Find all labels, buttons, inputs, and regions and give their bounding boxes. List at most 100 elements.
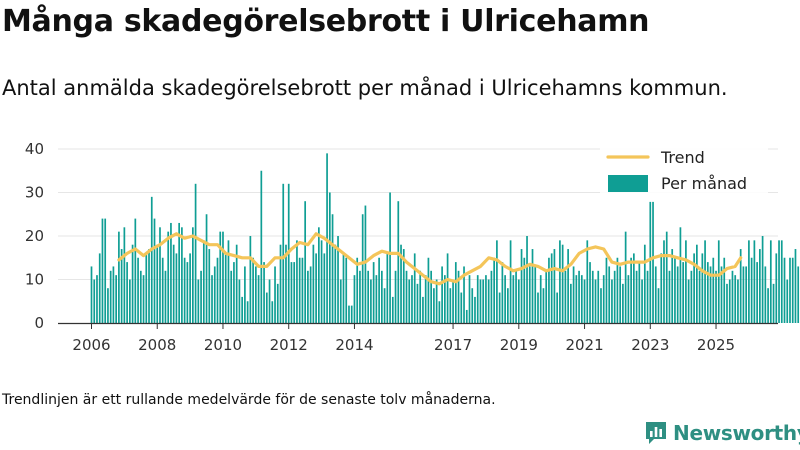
bar-month [96, 275, 98, 323]
bar-month [454, 262, 457, 323]
bar-month [761, 236, 764, 323]
bar-month [649, 201, 652, 323]
bar-month [244, 266, 246, 323]
bar-month [381, 270, 383, 323]
bar-month [567, 249, 569, 323]
bar-month [389, 192, 391, 323]
chart-title: Många skadegörelsebrott i Ulricehamn [2, 4, 650, 39]
bar-month [556, 292, 559, 323]
bar-month [764, 266, 767, 323]
bar-month [786, 279, 789, 323]
bar-month [334, 244, 337, 323]
bar-month [622, 283, 624, 323]
bar-month [646, 270, 649, 323]
x-tick-label: 2017 [434, 336, 472, 354]
bar-month [449, 288, 452, 323]
bar-month [756, 262, 758, 323]
bar-month [427, 257, 430, 323]
bar-month [537, 292, 539, 323]
bar-month [370, 279, 372, 323]
bar-month [665, 231, 668, 323]
bar-month [268, 279, 271, 323]
bar-month [241, 296, 244, 323]
bar-month [487, 279, 490, 323]
bar-month [794, 249, 797, 323]
bar-month [227, 240, 230, 323]
bar-month [328, 192, 331, 323]
bar-month [687, 279, 690, 323]
bar-month [159, 227, 161, 323]
bar-month [474, 296, 476, 323]
bar-month [772, 283, 775, 323]
bar-month [315, 253, 317, 323]
bar-month [589, 262, 591, 323]
bar-month [150, 196, 153, 323]
bar-month [391, 296, 394, 323]
bar-month [101, 218, 104, 323]
bar-month [748, 240, 750, 323]
brand-logo[interactable]: Newsworthy [644, 418, 800, 448]
bar-month [559, 240, 561, 323]
bar-month [422, 296, 424, 323]
bar-month [701, 253, 704, 323]
bar-month [778, 240, 780, 323]
bar-month [142, 275, 145, 323]
bar-month [643, 244, 646, 323]
brand-name: Newsworthy [673, 421, 800, 445]
bar-month [641, 279, 643, 323]
legend-label-per-manad: Per månad [661, 174, 747, 193]
bar-month [679, 227, 682, 323]
bar-month [255, 266, 257, 323]
bar-month [93, 279, 96, 323]
bar-chart-speech-bubble-icon [646, 422, 666, 444]
bar-month [430, 270, 433, 323]
bar-month [753, 240, 756, 323]
bar-month [624, 231, 627, 323]
bar-month [238, 279, 241, 323]
bar-month [654, 266, 657, 323]
bar-month [235, 244, 238, 323]
bar-month [131, 244, 134, 323]
y-tick-label: 40 [25, 140, 44, 158]
bar-month [107, 288, 109, 323]
bar-month [359, 270, 361, 323]
bar-month [501, 262, 504, 323]
bar-month [424, 275, 427, 323]
bar-month [118, 231, 120, 323]
bar-month [285, 244, 287, 323]
bar-month [348, 305, 350, 323]
bar-month [156, 244, 159, 323]
bar-month [170, 222, 172, 323]
bar-month [608, 266, 611, 323]
bar-month [668, 270, 671, 323]
bar-month [731, 270, 734, 323]
footnote: Trendlinjen är ett rullande medelvärde f… [2, 392, 496, 408]
bar-month [468, 275, 471, 323]
bar-month [444, 275, 446, 323]
bar-month [416, 283, 419, 323]
bar-month [490, 270, 493, 323]
bar-month [759, 249, 761, 323]
bar-month [383, 288, 386, 323]
bar-month [493, 257, 496, 323]
bar-month [260, 170, 263, 323]
bar-month [129, 279, 131, 323]
bar-month [307, 270, 309, 323]
bar-month [619, 266, 622, 323]
bar-month [685, 240, 687, 323]
bar-month [246, 301, 249, 323]
bar-month [737, 279, 739, 323]
bar-month [197, 279, 200, 323]
y-tick-label: 0 [34, 314, 44, 332]
bar-month [178, 222, 180, 323]
bar-month [331, 214, 334, 323]
bar-month [326, 153, 328, 323]
bar-month [148, 249, 150, 323]
bar-month [507, 288, 509, 323]
bar-month [780, 240, 783, 323]
bar-month [657, 288, 660, 323]
bar-month [797, 266, 800, 323]
bar-month [545, 270, 548, 323]
bar-month [564, 270, 567, 323]
y-tick-label: 10 [25, 271, 44, 289]
